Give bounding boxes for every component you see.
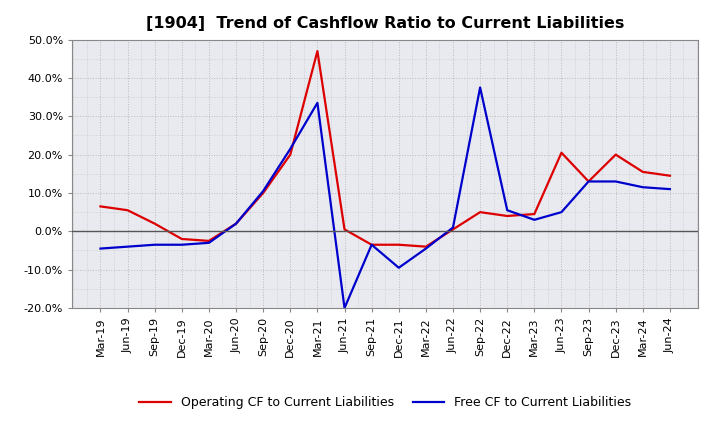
Free CF to Current Liabilities (557, 209, 566, 215)
Free CF to Current Liabilities (503, 208, 511, 213)
Operating CF to Current Liabilities (96, 204, 105, 209)
Free CF to Current Liabilities (313, 100, 322, 106)
Operating CF to Current Liabilities (665, 173, 674, 178)
Operating CF to Current Liabilities (476, 209, 485, 215)
Free CF to Current Liabilities (611, 179, 620, 184)
Operating CF to Current Liabilities (530, 211, 539, 216)
Operating CF to Current Liabilities (421, 244, 430, 249)
Operating CF to Current Liabilities (204, 238, 213, 244)
Operating CF to Current Liabilities (259, 191, 268, 196)
Operating CF to Current Liabilities (449, 227, 457, 232)
Free CF to Current Liabilities (150, 242, 159, 247)
Line: Operating CF to Current Liabilities: Operating CF to Current Liabilities (101, 51, 670, 247)
Free CF to Current Liabilities (232, 221, 240, 226)
Free CF to Current Liabilities (449, 225, 457, 230)
Operating CF to Current Liabilities (178, 236, 186, 242)
Legend: Operating CF to Current Liabilities, Free CF to Current Liabilities: Operating CF to Current Liabilities, Fre… (135, 392, 636, 414)
Free CF to Current Liabilities (665, 187, 674, 192)
Line: Free CF to Current Liabilities: Free CF to Current Liabilities (101, 88, 670, 308)
Free CF to Current Liabilities (204, 240, 213, 246)
Free CF to Current Liabilities (178, 242, 186, 247)
Operating CF to Current Liabilities (150, 221, 159, 226)
Title: [1904]  Trend of Cashflow Ratio to Current Liabilities: [1904] Trend of Cashflow Ratio to Curren… (146, 16, 624, 32)
Free CF to Current Liabilities (395, 265, 403, 270)
Free CF to Current Liabilities (367, 242, 376, 247)
Operating CF to Current Liabilities (313, 48, 322, 54)
Free CF to Current Liabilities (639, 185, 647, 190)
Operating CF to Current Liabilities (367, 242, 376, 247)
Operating CF to Current Liabilities (639, 169, 647, 175)
Free CF to Current Liabilities (476, 85, 485, 90)
Free CF to Current Liabilities (341, 305, 349, 311)
Operating CF to Current Liabilities (286, 152, 294, 157)
Operating CF to Current Liabilities (503, 213, 511, 219)
Operating CF to Current Liabilities (232, 221, 240, 226)
Operating CF to Current Liabilities (395, 242, 403, 247)
Free CF to Current Liabilities (530, 217, 539, 223)
Operating CF to Current Liabilities (123, 208, 132, 213)
Free CF to Current Liabilities (584, 179, 593, 184)
Free CF to Current Liabilities (123, 244, 132, 249)
Operating CF to Current Liabilities (611, 152, 620, 157)
Free CF to Current Liabilities (259, 188, 268, 194)
Free CF to Current Liabilities (421, 246, 430, 251)
Operating CF to Current Liabilities (584, 179, 593, 184)
Operating CF to Current Liabilities (341, 227, 349, 232)
Operating CF to Current Liabilities (557, 150, 566, 155)
Free CF to Current Liabilities (286, 146, 294, 151)
Free CF to Current Liabilities (96, 246, 105, 251)
